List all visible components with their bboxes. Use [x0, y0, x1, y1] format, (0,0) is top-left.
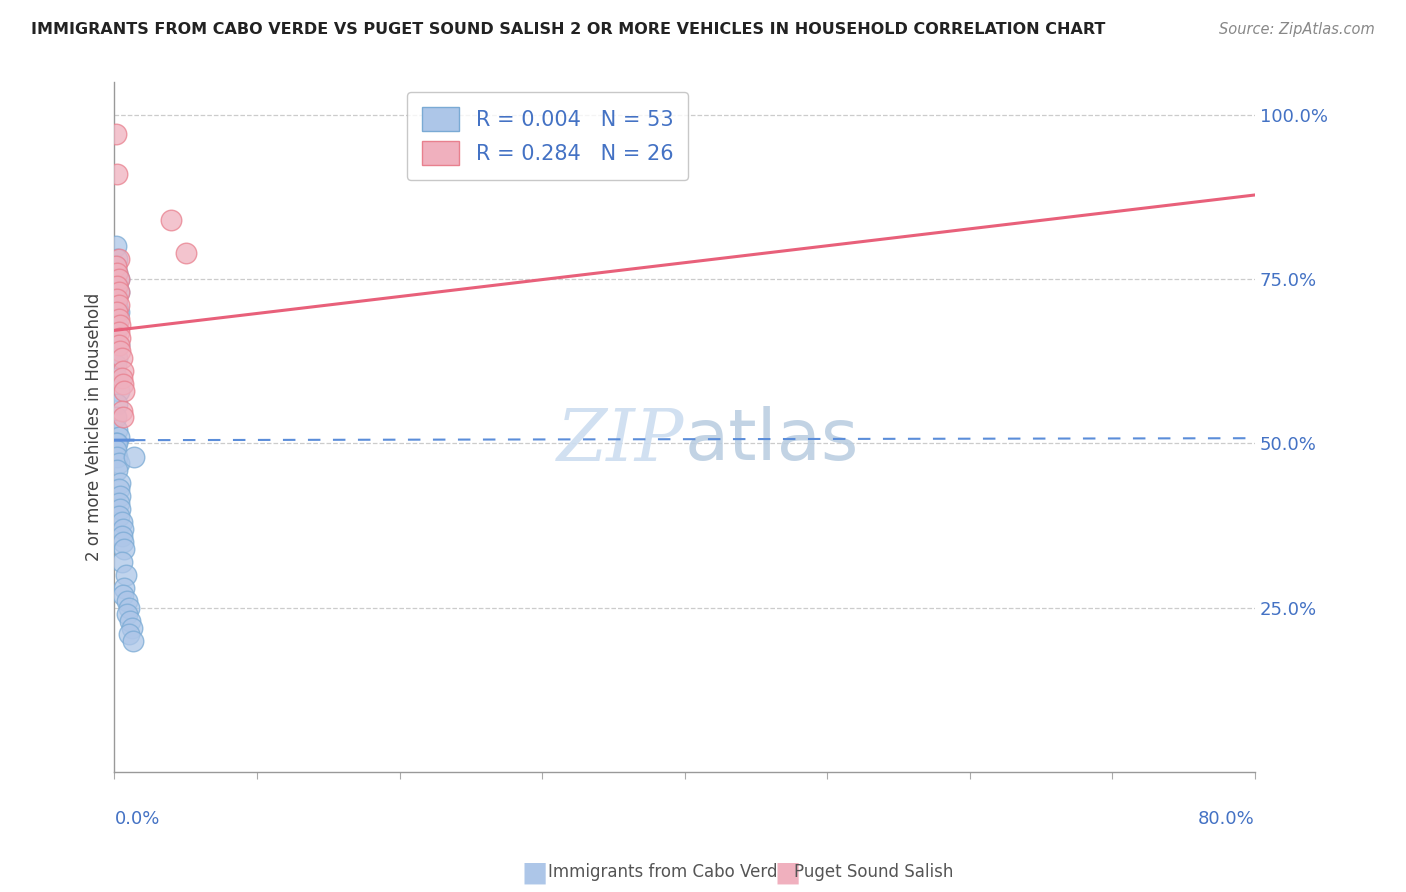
Text: 0.0%: 0.0% — [114, 810, 160, 828]
Text: Immigrants from Cabo Verde: Immigrants from Cabo Verde — [548, 863, 789, 881]
Text: Source: ZipAtlas.com: Source: ZipAtlas.com — [1219, 22, 1375, 37]
Point — [160, 213, 183, 227]
Point — [110, 403, 132, 417]
Point — [105, 351, 128, 365]
Point — [124, 450, 146, 464]
Point — [112, 384, 135, 398]
Text: ZIP: ZIP — [557, 406, 685, 476]
Point — [174, 245, 197, 260]
Text: 80.0%: 80.0% — [1198, 810, 1256, 828]
Point — [105, 167, 128, 181]
Point — [115, 607, 138, 622]
Point — [121, 621, 143, 635]
Point — [107, 272, 129, 286]
Point — [108, 331, 131, 345]
Point — [107, 272, 129, 286]
Point — [107, 338, 129, 352]
Point — [115, 594, 138, 608]
Point — [110, 351, 132, 365]
Point — [104, 128, 127, 142]
Point — [111, 522, 134, 536]
Point — [111, 364, 134, 378]
Point — [105, 450, 128, 464]
Point — [108, 502, 131, 516]
Point — [105, 252, 128, 267]
Point — [107, 285, 129, 300]
Point — [104, 259, 127, 273]
Point — [105, 318, 128, 333]
Point — [107, 384, 129, 398]
Point — [107, 338, 129, 352]
Point — [108, 344, 131, 359]
Point — [110, 528, 132, 542]
Point — [112, 541, 135, 556]
Point — [110, 516, 132, 530]
Point — [107, 311, 129, 326]
Text: ■: ■ — [522, 858, 547, 887]
Point — [105, 397, 128, 411]
Point — [118, 627, 141, 641]
Point — [114, 568, 136, 582]
Point — [105, 266, 128, 280]
Point — [104, 325, 127, 339]
Point — [107, 305, 129, 319]
Point — [105, 305, 128, 319]
Point — [107, 495, 129, 509]
Point — [110, 555, 132, 569]
Point — [105, 266, 128, 280]
Text: ■: ■ — [775, 858, 800, 887]
Point — [105, 278, 128, 293]
Point — [107, 252, 129, 267]
Point — [118, 600, 141, 615]
Point — [108, 489, 131, 503]
Point — [107, 456, 129, 470]
Point — [104, 259, 127, 273]
Point — [111, 410, 134, 425]
Point — [111, 535, 134, 549]
Point — [105, 292, 128, 306]
Point — [104, 410, 127, 425]
Legend: R = 0.004   N = 53, R = 0.284   N = 26: R = 0.004 N = 53, R = 0.284 N = 26 — [408, 92, 689, 180]
Y-axis label: 2 or more Vehicles in Household: 2 or more Vehicles in Household — [86, 293, 103, 561]
Point — [110, 370, 132, 384]
Point — [105, 278, 128, 293]
Point — [105, 298, 128, 312]
Point — [105, 423, 128, 437]
Point — [107, 430, 129, 444]
Point — [104, 311, 127, 326]
Point — [104, 292, 127, 306]
Point — [105, 463, 128, 477]
Point — [112, 581, 135, 595]
Point — [111, 377, 134, 392]
Point — [122, 633, 145, 648]
Point — [104, 436, 127, 450]
Point — [108, 318, 131, 333]
Point — [111, 588, 134, 602]
Point — [105, 436, 128, 450]
Text: atlas: atlas — [685, 407, 859, 475]
Point — [107, 508, 129, 523]
Point — [105, 305, 128, 319]
Text: IMMIGRANTS FROM CABO VERDE VS PUGET SOUND SALISH 2 OR MORE VEHICLES IN HOUSEHOLD: IMMIGRANTS FROM CABO VERDE VS PUGET SOUN… — [31, 22, 1105, 37]
Point — [105, 370, 128, 384]
Point — [104, 443, 127, 458]
Point — [107, 483, 129, 497]
Point — [104, 278, 127, 293]
Point — [107, 325, 129, 339]
Point — [107, 298, 129, 312]
Point — [108, 475, 131, 490]
Point — [120, 614, 142, 628]
Text: Puget Sound Salish: Puget Sound Salish — [794, 863, 953, 881]
Point — [104, 239, 127, 253]
Point — [107, 285, 129, 300]
Point — [104, 358, 127, 372]
